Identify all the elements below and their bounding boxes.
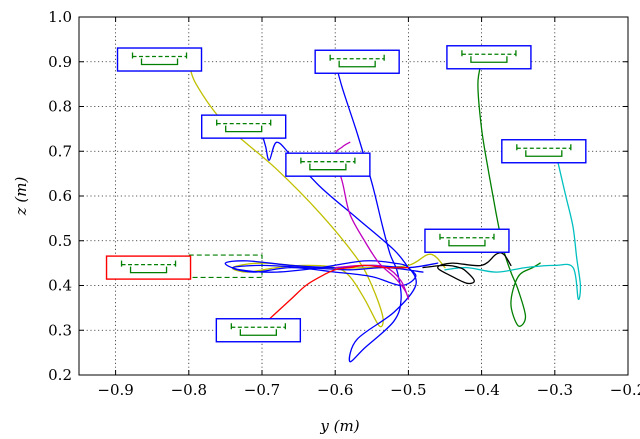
- box-frame: [116, 47, 203, 72]
- peg-ends: [216, 119, 272, 126]
- trajectory-green-3: [477, 61, 541, 327]
- box-frame: [314, 49, 400, 74]
- y-tick-label: 0.8: [48, 98, 72, 116]
- trajectories: [188, 61, 582, 363]
- start-box-7: [215, 318, 302, 343]
- trajectory-black-7: [422, 252, 512, 285]
- start-box-4: [285, 152, 371, 177]
- peg-body: [448, 239, 486, 247]
- peg-ends: [230, 323, 286, 330]
- peg-body: [140, 58, 179, 66]
- start-box-8: [105, 255, 192, 280]
- peg-body: [239, 329, 277, 336]
- peg-body: [470, 56, 508, 63]
- box-frame: [424, 228, 510, 253]
- start-box-3: [200, 114, 287, 139]
- peg-body: [338, 60, 376, 68]
- start-boxes: [105, 45, 587, 343]
- start-box-1: [314, 49, 400, 74]
- start-box-6: [424, 228, 510, 253]
- x-tick-label: −0.8: [171, 381, 207, 399]
- y-tick-label: 0.3: [48, 321, 72, 339]
- peg-ends: [120, 260, 177, 267]
- x-tick-label: −0.3: [537, 381, 573, 399]
- trajectory-red-6: [261, 264, 410, 327]
- y-tick-label: 0.4: [48, 277, 72, 295]
- peg-ends: [329, 54, 385, 61]
- x-tick-label: −0.4: [463, 381, 499, 399]
- axis-ticks: −0.9 −0.8 −0.7 −0.6 −0.5 −0.4 −0.3 −0.2 0.2 0.3 0.…: [48, 8, 640, 399]
- peg-body: [225, 125, 263, 133]
- trajectory-olive-0: [188, 61, 446, 328]
- start-box-5: [501, 139, 587, 164]
- box-frame: [200, 114, 287, 139]
- box-frame: [446, 45, 532, 70]
- trajectory-blue-1: [224, 61, 439, 363]
- x-tick-label: −0.7: [244, 381, 280, 399]
- y-tick-label: 0.6: [48, 187, 72, 205]
- x-tick-label: −0.6: [317, 381, 353, 399]
- box-frame: [215, 318, 302, 343]
- y-axis-label: z (m): [12, 177, 30, 217]
- peg-ends: [461, 50, 517, 57]
- y-tick-label: 1.0: [48, 8, 72, 26]
- peg-body: [129, 266, 168, 274]
- y-tick-label: 0.9: [48, 53, 72, 71]
- peg-ends: [516, 144, 572, 151]
- peg-ends: [439, 233, 495, 240]
- peg-body: [309, 163, 347, 171]
- start-box-0: [116, 47, 203, 72]
- x-tick-label: −0.9: [97, 381, 133, 399]
- box-frame: [501, 139, 587, 164]
- x-tick-label: −0.2: [610, 381, 640, 399]
- peg-body: [525, 150, 563, 157]
- x-tick-label: −0.5: [390, 381, 426, 399]
- start-box-2: [446, 45, 532, 70]
- trajectory-cyan-4: [444, 150, 582, 301]
- y-tick-label: 0.5: [48, 232, 72, 250]
- y-tick-label: 0.2: [48, 366, 72, 384]
- box-frame: [105, 255, 192, 280]
- x-axis-label: y (m): [319, 417, 359, 435]
- y-tick-label: 0.7: [48, 142, 72, 160]
- box-frame: [285, 152, 371, 177]
- peg-ends: [131, 52, 188, 59]
- peg-ends: [300, 157, 356, 164]
